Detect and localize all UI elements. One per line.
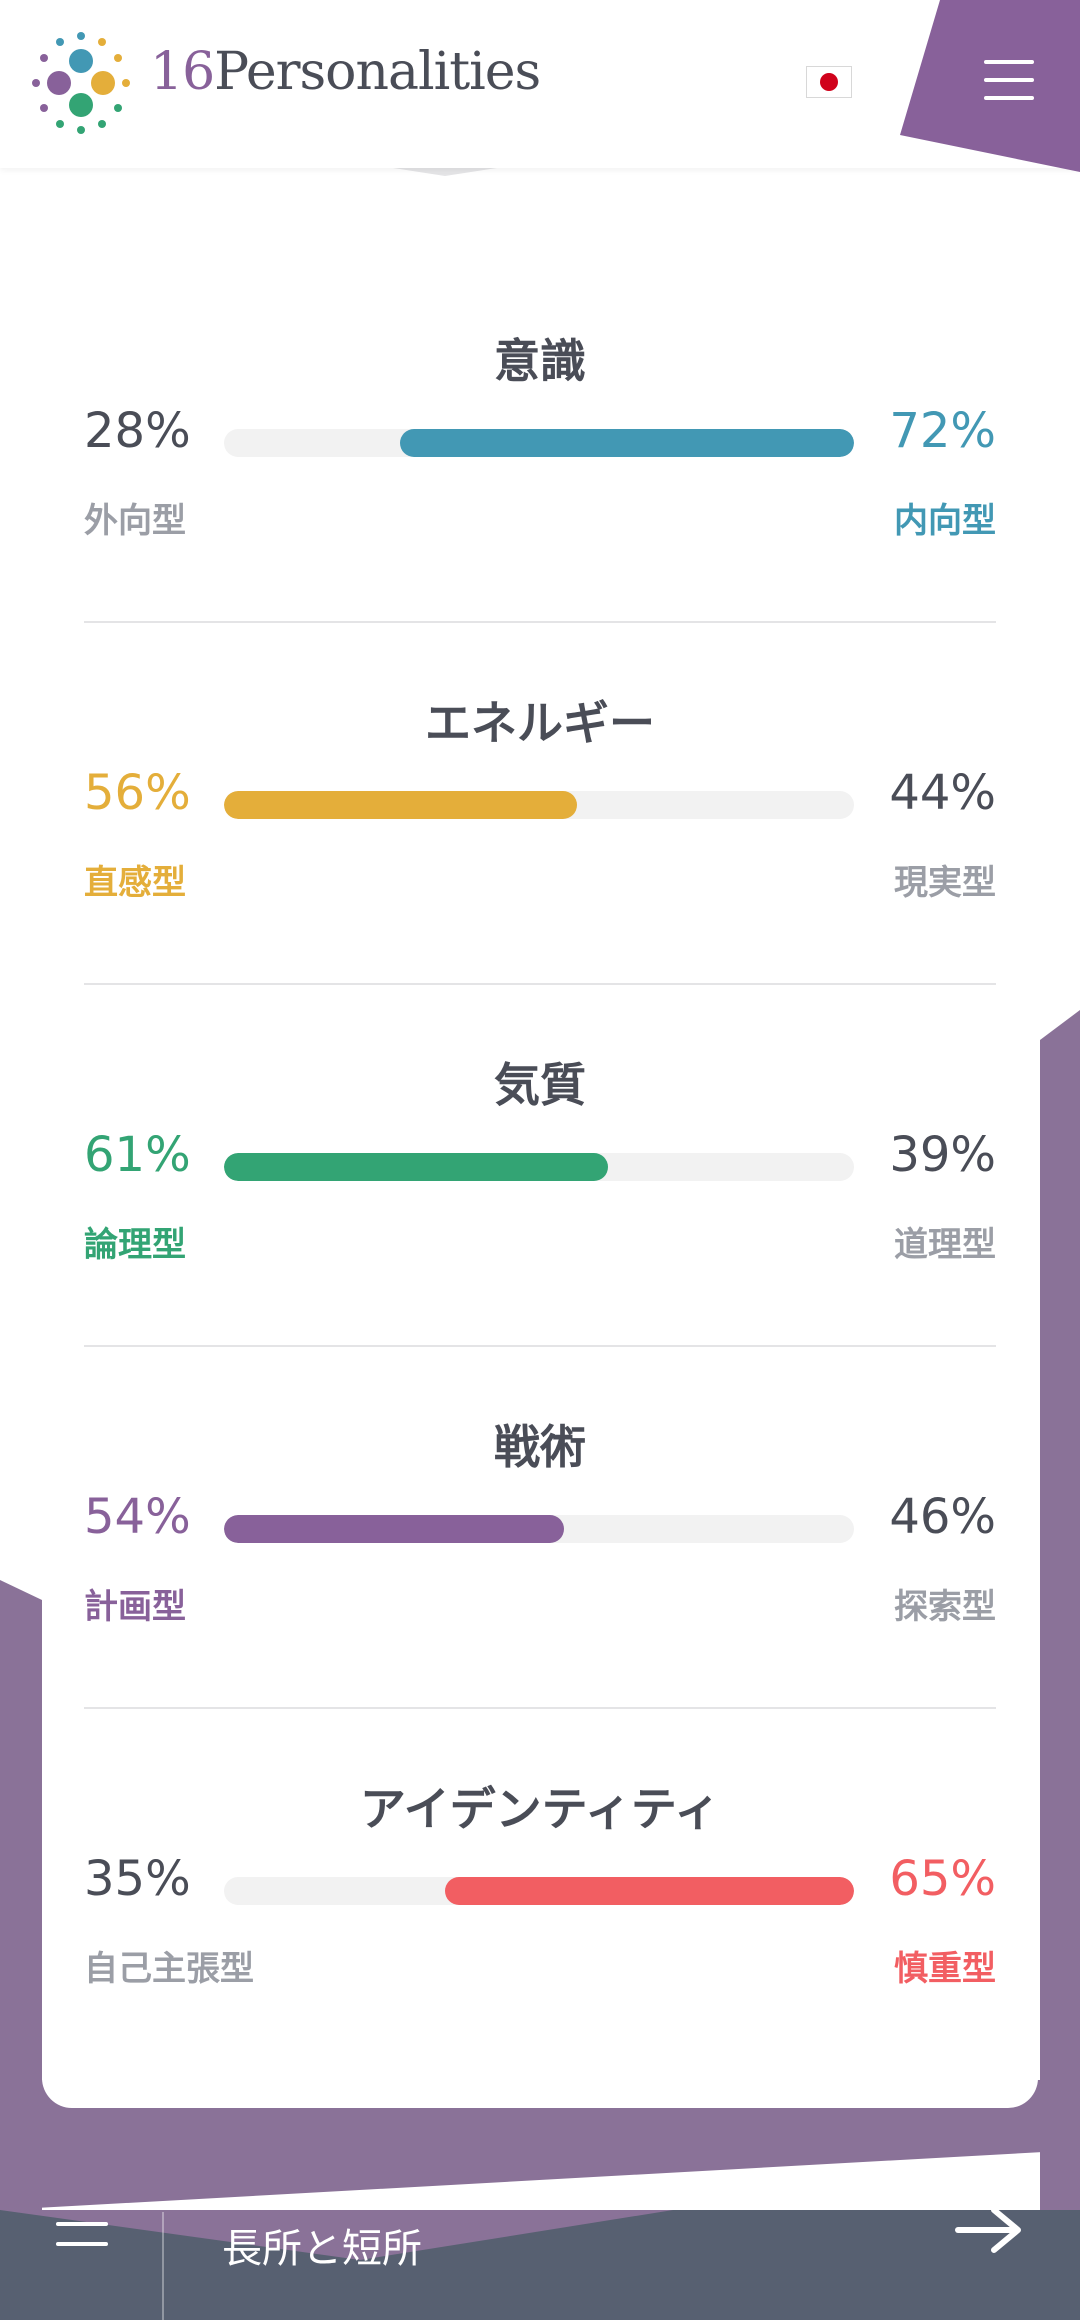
divider (84, 1345, 996, 1347)
trait-nature: 気質 61% 39% 論理型 道理型 (84, 1049, 996, 1349)
divider (84, 1707, 996, 1709)
trait-energy: エネルギー 56% 44% 直感型 現実型 (84, 687, 996, 987)
bottom-nav-bar (0, 2210, 1080, 2320)
logo-icon[interactable] (26, 28, 136, 138)
trait-title: 意識 (494, 334, 586, 388)
trait-left-label: 外向型 (84, 501, 186, 541)
nav-separator (162, 2212, 164, 2320)
menu-tab (900, 0, 1080, 172)
japan-flag-icon[interactable] (806, 66, 852, 98)
trait-left-label: 直感型 (84, 863, 186, 903)
trait-bar (224, 1877, 854, 1905)
trait-tactics: 戦術 54% 46% 計画型 探索型 (84, 1411, 996, 1711)
trait-bar (224, 1153, 854, 1181)
trait-right-label: 慎重型 (894, 1949, 996, 1989)
trait-bar-fill (224, 1515, 565, 1543)
trait-bar-fill (224, 791, 577, 819)
trait-right-percent: 39% (889, 1127, 996, 1183)
header-notch (380, 166, 510, 176)
trait-right-percent: 44% (889, 765, 996, 821)
trait-right-label: 道理型 (894, 1225, 996, 1265)
trait-bar (224, 791, 854, 819)
trait-title: アイデンティティ (359, 1782, 721, 1836)
trait-title: 気質 (494, 1058, 586, 1112)
trait-title: エネルギー (425, 696, 655, 750)
trait-left-label: 自己主張型 (84, 1949, 254, 1989)
trait-identity: アイデンティティ 35% 65% 自己主張型 慎重型 (84, 1773, 996, 2073)
trait-mind: 意識 28% 72% 外向型 内向型 (84, 325, 996, 625)
brand-word: Personalities (214, 42, 541, 102)
traits-card: 意識 28% 72% 外向型 内向型 エネルギー 56% 44% 直感型 現実型… (42, 168, 1038, 2108)
trait-bar-fill (224, 1153, 609, 1181)
trait-right-percent: 46% (889, 1489, 996, 1545)
trait-left-percent: 54% (84, 1489, 191, 1545)
trait-bar-fill (400, 429, 854, 457)
section-nav-title[interactable]: 長所と短所 (222, 2226, 422, 2272)
brand-number: 16 (150, 42, 215, 102)
trait-right-label: 探索型 (894, 1587, 996, 1627)
trait-left-percent: 28% (84, 403, 191, 459)
trait-left-percent: 61% (84, 1127, 191, 1183)
trait-left-label: 論理型 (84, 1225, 186, 1265)
arrow-right-icon[interactable] (950, 2200, 1030, 2260)
trait-right-percent: 72% (889, 403, 996, 459)
hamburger-icon[interactable] (984, 60, 1034, 104)
trait-right-percent: 65% (889, 1851, 996, 1907)
trait-bar (224, 429, 854, 457)
trait-left-label: 計画型 (84, 1587, 186, 1627)
trait-left-percent: 35% (84, 1851, 191, 1907)
list-menu-icon[interactable] (56, 2222, 108, 2256)
trait-bar (224, 1515, 854, 1543)
trait-bar-fill (444, 1877, 854, 1905)
trait-right-label: 現実型 (894, 863, 996, 903)
brand-name[interactable]: 16Personalities (150, 42, 541, 102)
trait-left-percent: 56% (84, 765, 191, 821)
site-header: 16Personalities (0, 0, 1080, 168)
trait-title: 戦術 (494, 1420, 586, 1474)
trait-right-label: 内向型 (894, 501, 996, 541)
divider (84, 621, 996, 623)
divider (84, 983, 996, 985)
